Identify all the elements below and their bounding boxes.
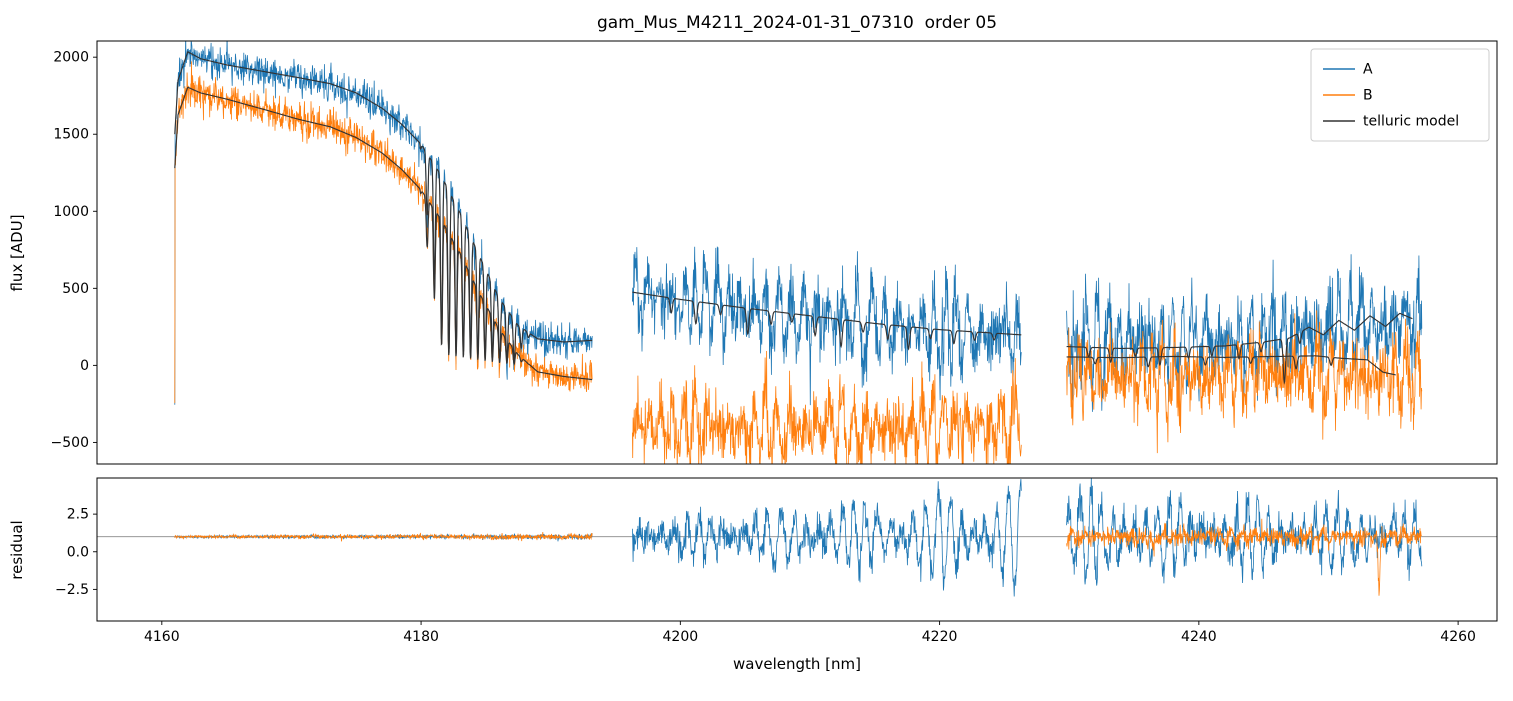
top-axes-frame [96, 40, 1498, 465]
legend [1310, 48, 1490, 142]
y-axis-label-flux: flux [ADU] [8, 214, 26, 291]
residual-b-line [174, 531, 593, 542]
bottom-axes-frame [96, 477, 1498, 622]
telluric-model-line [174, 50, 593, 363]
x-axis-label: wavelength [nm] [733, 655, 861, 673]
y-tick-label-residual: 2.5 [67, 507, 89, 523]
telluric-model-line [632, 291, 1022, 351]
residual-a-line [632, 478, 1022, 597]
series-layer [174, 41, 1423, 597]
y-tick-label-residual: 0.0 [67, 544, 89, 560]
residual-a-line [1066, 478, 1423, 586]
x-tick-label: 4200 [663, 629, 699, 645]
chart-title: gam_Mus_M4211_2024-01-31_07310 order 05 [597, 13, 997, 33]
y-tick-label-residual: −2.5 [55, 582, 89, 598]
y-tick-label-flux: 2000 [53, 50, 89, 66]
x-tick-label: 4180 [403, 629, 439, 645]
y-tick-label-flux: 0 [80, 358, 89, 374]
y-tick-label-flux: −500 [51, 435, 89, 451]
telluric-model-line [1066, 355, 1396, 376]
y-tick-label-flux: 1000 [53, 204, 89, 220]
series-b-line [1066, 310, 1423, 454]
x-tick-label: 4160 [144, 629, 180, 645]
x-tick-label: 4220 [922, 629, 958, 645]
series-b-line [632, 350, 1022, 464]
series-a-line [174, 41, 593, 405]
y-tick-label-flux: 500 [62, 281, 89, 297]
legend-label: telluric model [1363, 114, 1459, 130]
y-axis-label-residual: residual [8, 520, 26, 579]
residual-b-line [1066, 518, 1422, 596]
x-tick-label: 4260 [1440, 629, 1476, 645]
legend-label: A [1363, 62, 1373, 78]
x-tick-label: 4240 [1181, 629, 1217, 645]
axes-layer: −500 0 500 1000 1500 2000 −2.5 0.0 2.5 4160 4180 42… [51, 50, 1497, 645]
y-tick-label-flux: 1500 [53, 127, 89, 143]
series-a-line [632, 246, 1022, 406]
telluric-model-line [174, 86, 593, 381]
series-b-line [174, 61, 593, 404]
legend-label: B [1363, 88, 1373, 104]
